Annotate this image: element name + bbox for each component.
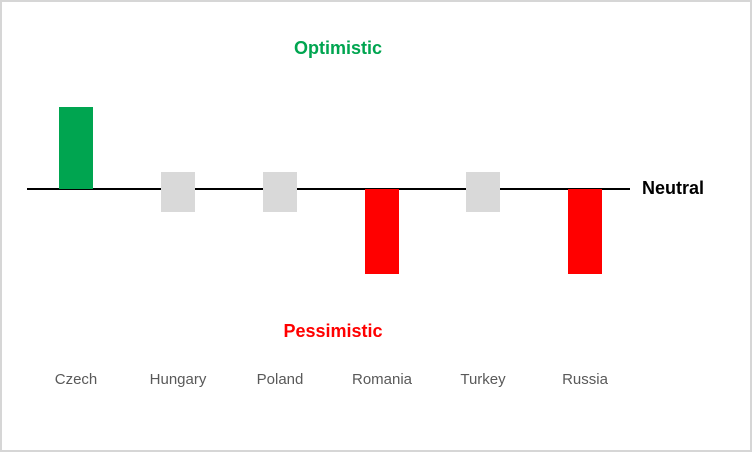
bar-turkey — [466, 172, 500, 212]
neutral-axis-line — [27, 188, 630, 190]
bar-hungary — [161, 172, 195, 212]
category-label-poland: Poland — [256, 371, 304, 388]
bar-russia — [568, 189, 602, 274]
category-label-russia: Russia — [562, 371, 608, 388]
neutral-annotation: Neutral — [642, 178, 705, 198]
bar-czech — [59, 107, 93, 189]
optimistic-annotation: Optimistic — [293, 38, 383, 58]
pessimistic-annotation: Pessimistic — [283, 321, 383, 341]
category-label-czech: Czech — [54, 371, 98, 388]
category-label-romania: Romania — [351, 371, 413, 388]
bar-romania — [365, 189, 399, 274]
bar-poland — [263, 172, 297, 212]
category-label-turkey: Turkey — [460, 371, 506, 388]
category-label-hungary: Hungary — [149, 371, 207, 388]
